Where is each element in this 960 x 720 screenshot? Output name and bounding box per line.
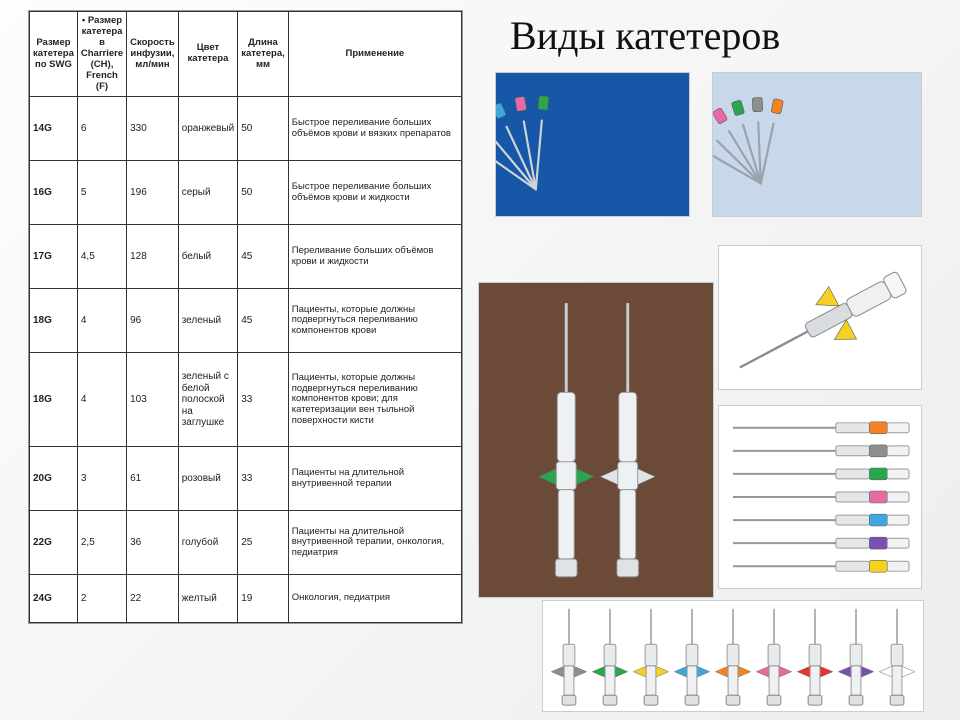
table-row: 18G496зеленый45Пациенты, которые должны …: [30, 289, 462, 353]
cell-len: 33: [238, 447, 289, 511]
cell-color: белый: [178, 225, 238, 289]
table-row: 20G361розовый33Пациенты на длительной вн…: [30, 447, 462, 511]
table-row: 17G4,5128белый45Переливание больших объё…: [30, 225, 462, 289]
cell-len: 45: [238, 289, 289, 353]
cell-speed: 103: [127, 353, 179, 447]
catheter-photo-fan-blue: [495, 72, 690, 217]
cell-color: зеленый: [178, 289, 238, 353]
cell-swg: 18G: [30, 353, 78, 447]
cell-app: Пациенты на длительной внутривенной тера…: [288, 511, 461, 575]
cell-ch: 3: [77, 447, 126, 511]
cell-app: Быстрое переливание больших объёмов кров…: [288, 161, 461, 225]
page-title: Виды катетеров: [510, 12, 780, 59]
col-color: Цвет катетера: [178, 12, 238, 97]
cell-speed: 196: [127, 161, 179, 225]
cell-ch: 4,5: [77, 225, 126, 289]
cell-color: розовый: [178, 447, 238, 511]
cell-len: 50: [238, 97, 289, 161]
cell-speed: 61: [127, 447, 179, 511]
cell-ch: 4: [77, 353, 126, 447]
cell-swg: 16G: [30, 161, 78, 225]
cell-color: серый: [178, 161, 238, 225]
cell-speed: 330: [127, 97, 179, 161]
cell-app: Переливание больших объёмов крови и жидк…: [288, 225, 461, 289]
cell-ch: 2,5: [77, 511, 126, 575]
cell-ch: 4: [77, 289, 126, 353]
cell-speed: 22: [127, 575, 179, 623]
catheter-photo-pair-wood: [478, 282, 714, 598]
cell-ch: 2: [77, 575, 126, 623]
cell-len: 50: [238, 161, 289, 225]
cell-ch: 6: [77, 97, 126, 161]
cell-swg: 14G: [30, 97, 78, 161]
cell-len: 19: [238, 575, 289, 623]
col-speed: Скорость инфузии, мл/мин: [127, 12, 179, 97]
cell-swg: 20G: [30, 447, 78, 511]
cell-len: 45: [238, 225, 289, 289]
col-swg: Размер катетера по SWG: [30, 12, 78, 97]
col-app: Применение: [288, 12, 461, 97]
table-row: 14G6330оранжевый50Быстрое переливание бо…: [30, 97, 462, 161]
col-ch: • Размер катетера в Charriere (CH), Fren…: [77, 12, 126, 97]
cell-len: 33: [238, 353, 289, 447]
cell-app: Быстрое переливание больших объёмов кров…: [288, 97, 461, 161]
cell-app: Пациенты, которые должны подвергнуться п…: [288, 353, 461, 447]
table-row: 24G222желтый19Онкология, педиатрия: [30, 575, 462, 623]
cell-speed: 96: [127, 289, 179, 353]
cell-swg: 24G: [30, 575, 78, 623]
cell-app: Пациенты, которые должны подвергнуться п…: [288, 289, 461, 353]
catheter-photo-fan-pale: [712, 72, 922, 217]
cell-app: Пациенты на длительной внутривенной тера…: [288, 447, 461, 511]
catheter-table: Размер катетера по SWG • Размер катетера…: [29, 11, 462, 623]
catheter-photo-single-yellow: [718, 245, 922, 390]
cell-len: 25: [238, 511, 289, 575]
table-row: 22G2,536голубой25Пациенты на длительной …: [30, 511, 462, 575]
table-header-row: Размер катетера по SWG • Размер катетера…: [30, 12, 462, 97]
cell-color: оранжевый: [178, 97, 238, 161]
table-row: 16G5196серый50Быстрое переливание больши…: [30, 161, 462, 225]
catheter-photo-lineup: [542, 600, 924, 712]
cell-swg: 17G: [30, 225, 78, 289]
cell-speed: 36: [127, 511, 179, 575]
catheter-photo-rows: [718, 405, 922, 589]
cell-ch: 5: [77, 161, 126, 225]
cell-app: Онкология, педиатрия: [288, 575, 461, 623]
cell-swg: 18G: [30, 289, 78, 353]
cell-color: голубой: [178, 511, 238, 575]
cell-color: зеленый с белой полоской на заглушке: [178, 353, 238, 447]
cell-speed: 128: [127, 225, 179, 289]
cell-swg: 22G: [30, 511, 78, 575]
catheter-table-wrap: Размер катетера по SWG • Размер катетера…: [28, 10, 463, 624]
table-row: 18G4103зеленый с белой полоской на заглу…: [30, 353, 462, 447]
cell-color: желтый: [178, 575, 238, 623]
col-len: Длина катетера, мм: [238, 12, 289, 97]
